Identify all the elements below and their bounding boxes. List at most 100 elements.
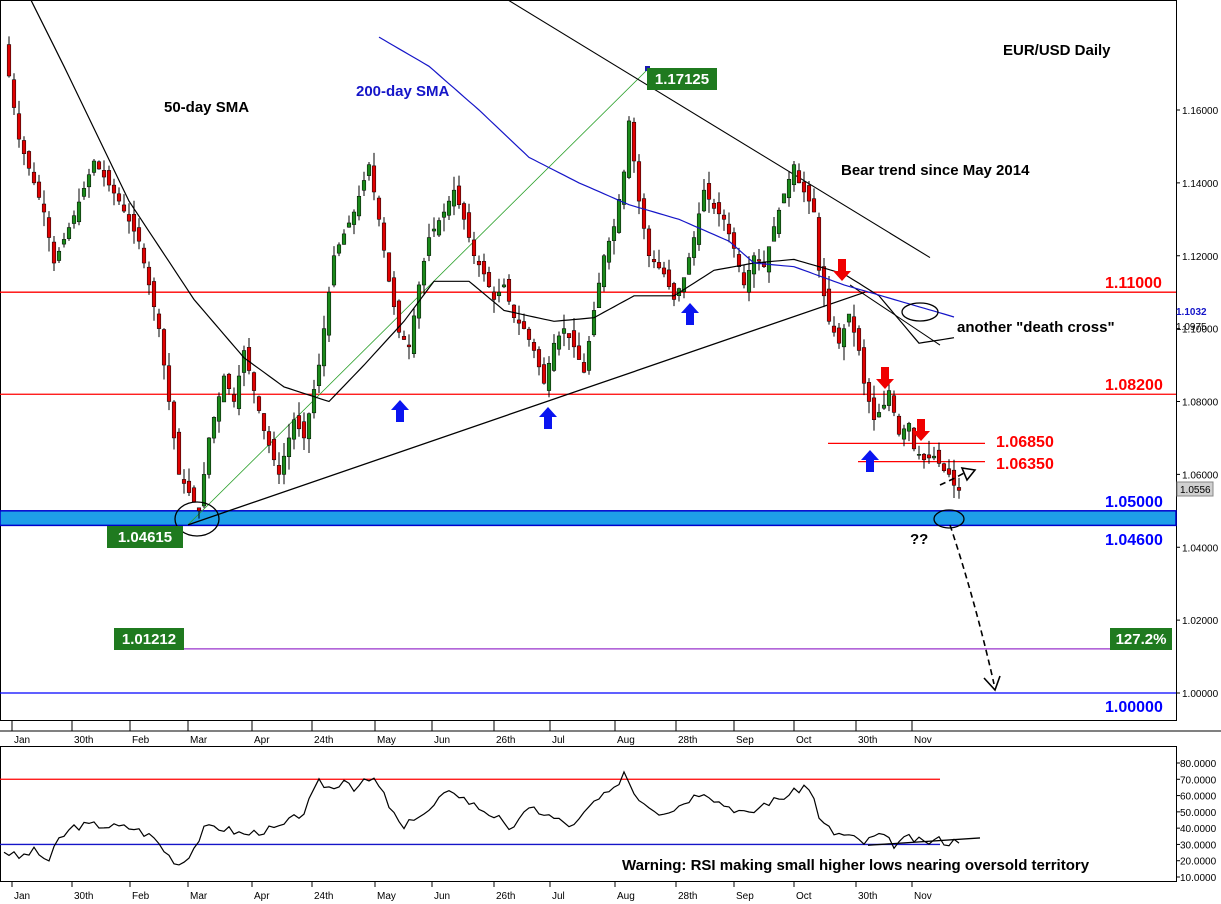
candle-body [171, 401, 177, 439]
rsi-y-tick-label: 10.0000 [1180, 873, 1217, 884]
candle-body [796, 170, 802, 184]
x-tick-label: Jul [552, 735, 565, 746]
y-tick-label: 1.10000 [1182, 325, 1219, 336]
candle-body [761, 262, 767, 267]
candle-body [586, 341, 592, 371]
death-cross-label: another "death cross" [957, 319, 1115, 336]
candle-body [286, 437, 292, 458]
candle-body [606, 240, 612, 263]
candle-body [336, 244, 342, 254]
candle-body [321, 328, 327, 367]
candle-body [26, 151, 32, 169]
candle-body [306, 413, 312, 440]
candle-body [201, 474, 207, 507]
candle-body [561, 328, 567, 334]
projection-down-line [949, 524, 995, 685]
rsi-warning-label: Warning: RSI making small higher lows ne… [622, 857, 1090, 874]
candle-body [241, 350, 247, 373]
sma200-label: 200-day SMA [356, 83, 450, 100]
rsi-x-tick-label: Mar [190, 891, 208, 902]
candle-body [291, 419, 297, 440]
candle-body [66, 227, 72, 239]
rsi-panel-frame [0, 746, 1177, 882]
low-ellipse [174, 501, 220, 537]
candle-body [476, 260, 482, 266]
candle-body [871, 397, 877, 420]
rsi-x-tick-label: 30th [858, 891, 877, 902]
candle-body [186, 480, 192, 493]
sma50-price-tag: 1.0975 [1176, 322, 1207, 333]
candle-body [326, 291, 332, 336]
candle-body [866, 382, 872, 402]
candle-body [16, 113, 22, 140]
candle-body [546, 362, 552, 391]
rsi-x-tick-label: May [377, 891, 396, 902]
projection-up-line [939, 471, 967, 486]
candle-body [941, 463, 947, 471]
candle-body [151, 281, 157, 308]
candle-body [496, 291, 502, 297]
candle-body [266, 431, 272, 446]
rsi-x-tick-label: 28th [678, 891, 697, 902]
candle-body [536, 349, 542, 368]
candle-body [376, 197, 382, 220]
candle-body [121, 204, 127, 212]
candle-body [421, 260, 427, 286]
candle-body [911, 427, 917, 450]
projection-up-arrowhead-icon [960, 466, 977, 482]
rsi-x-tick-label: Apr [254, 891, 270, 902]
candle-body [641, 198, 647, 229]
bear-trendline [507, 0, 931, 259]
candle-body [551, 342, 557, 371]
up-arrow-icon [681, 303, 699, 325]
low-label: 1.04615 [118, 529, 172, 546]
down-arrow-icon [876, 367, 894, 389]
candle-body [881, 404, 887, 409]
candle-body [651, 259, 657, 263]
candle-body [406, 344, 412, 348]
candle-body [766, 246, 772, 273]
bear-trend-label: Bear trend since May 2014 [841, 162, 1030, 179]
rsi-y-tick-label: 50.0000 [1180, 808, 1217, 819]
candle-body [366, 164, 372, 176]
x-tick-label: 30th [858, 735, 877, 746]
rsi-x-tick-label: Nov [914, 891, 932, 902]
candle-body [726, 223, 732, 235]
candle-body [626, 120, 632, 178]
candle-body [831, 325, 837, 333]
candle-body [31, 171, 37, 184]
candle-body [301, 421, 307, 439]
candle-body [281, 455, 287, 475]
candle-body [216, 396, 222, 422]
up-arrow-icon [861, 450, 879, 472]
target-ellipse [933, 509, 965, 529]
candle-body [91, 160, 97, 173]
fib-left-label: 1.01212 [122, 631, 176, 648]
candle-body [401, 336, 407, 340]
projection-down-arrowhead-icon [983, 675, 1001, 692]
candle-body [111, 184, 117, 194]
candle-body [156, 313, 162, 329]
candle-body [341, 233, 347, 245]
candle-body [276, 465, 282, 475]
y-tick-label: 1.12000 [1182, 252, 1219, 263]
candle-body [21, 140, 27, 154]
rsi-x-tick-label: Sep [736, 891, 754, 902]
candle-body [456, 185, 462, 205]
candle-body [591, 310, 597, 336]
candle-body [506, 278, 512, 302]
rsi-x-tick-label: Aug [617, 891, 635, 902]
candle-body [96, 161, 102, 170]
candle-body [316, 364, 322, 386]
candle-body [136, 227, 142, 242]
candle-body [596, 282, 602, 309]
candle-body [616, 199, 622, 233]
candle-body [271, 439, 277, 461]
candle-body [466, 212, 472, 238]
candle-body [646, 228, 652, 257]
level-value-label: 1.08200 [1105, 377, 1163, 394]
candle-body [631, 121, 637, 162]
candle-body [946, 468, 952, 475]
candle-body [841, 328, 847, 348]
